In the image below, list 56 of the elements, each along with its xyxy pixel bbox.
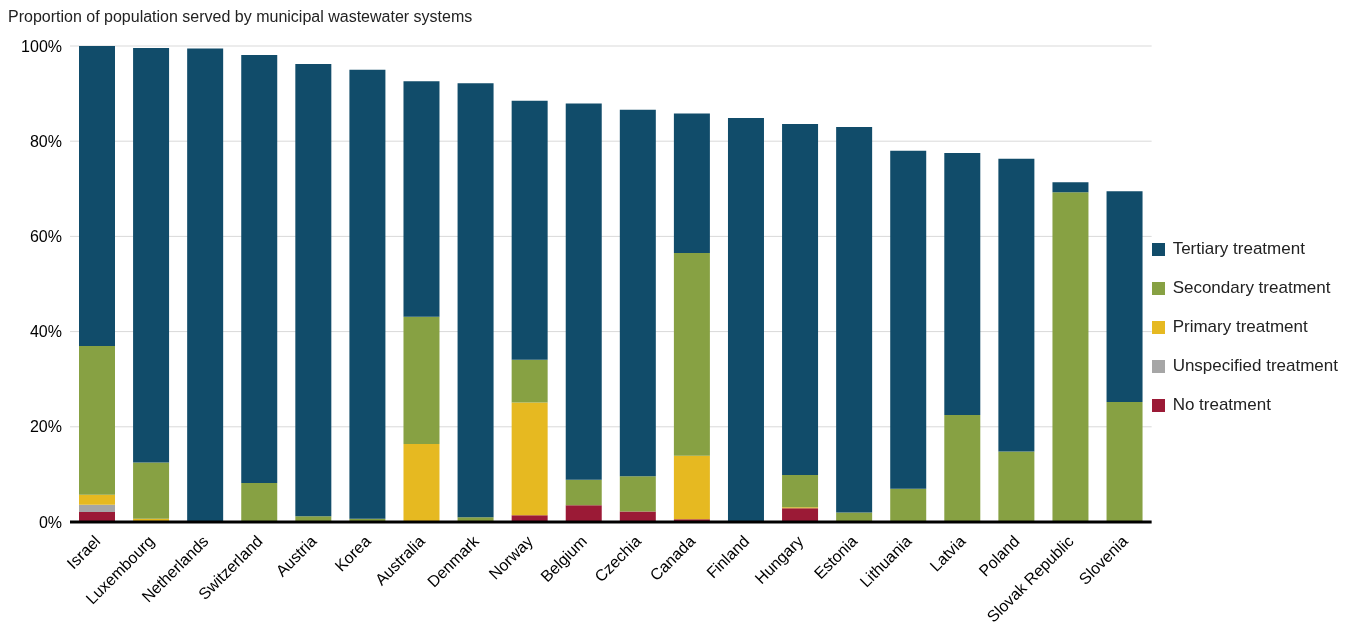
bar (565, 505, 602, 522)
bar (782, 474, 819, 508)
y-tick-label: 0% (38, 513, 62, 531)
bar (673, 113, 710, 254)
y-tick-label: 20% (29, 418, 62, 436)
bar (890, 488, 927, 522)
bar (782, 508, 819, 522)
bar (511, 402, 548, 516)
bar (403, 443, 440, 522)
bar (133, 47, 170, 463)
bar (187, 48, 224, 522)
bar (1052, 182, 1089, 193)
y-tick-label: 40% (29, 323, 62, 341)
bar (998, 158, 1035, 452)
chart-title: Proportion of population served by municipal wastewater systems (8, 8, 474, 26)
bar (511, 100, 548, 360)
bar (619, 476, 656, 512)
bar (890, 150, 927, 489)
bar (511, 515, 548, 522)
bar (511, 359, 548, 403)
bar (944, 153, 981, 415)
bar (79, 345, 115, 495)
bar (1052, 192, 1089, 522)
legend-label: Tertiary treatment (1172, 239, 1305, 259)
legend-label: No treatment (1172, 395, 1271, 415)
bar (133, 462, 170, 519)
bar (673, 455, 710, 520)
y-tick-label: 100% (21, 37, 62, 55)
bar (565, 479, 602, 506)
bar (241, 482, 278, 522)
y-tick-label: 80% (29, 132, 62, 150)
bar (79, 512, 115, 522)
bar (782, 124, 819, 475)
bar (727, 117, 764, 522)
bar (836, 126, 873, 513)
bar (1106, 402, 1143, 522)
bar (241, 55, 278, 483)
bar (944, 414, 981, 522)
bar (1106, 191, 1143, 403)
bar (79, 504, 115, 512)
legend-label: Unspecified treatment (1172, 356, 1338, 376)
bar (673, 253, 710, 456)
bar (619, 109, 656, 477)
bar (79, 494, 115, 505)
bar (403, 81, 440, 317)
bar (295, 64, 332, 517)
bar (836, 512, 873, 522)
bar (349, 69, 386, 519)
bar (79, 46, 115, 346)
bar (403, 316, 440, 444)
y-tick-label: 60% (29, 228, 62, 246)
bar (565, 103, 602, 480)
bar (457, 83, 494, 518)
bar (998, 451, 1035, 522)
legend-label: Secondary treatment (1172, 278, 1331, 298)
legend-label: Primary treatment (1172, 317, 1308, 337)
